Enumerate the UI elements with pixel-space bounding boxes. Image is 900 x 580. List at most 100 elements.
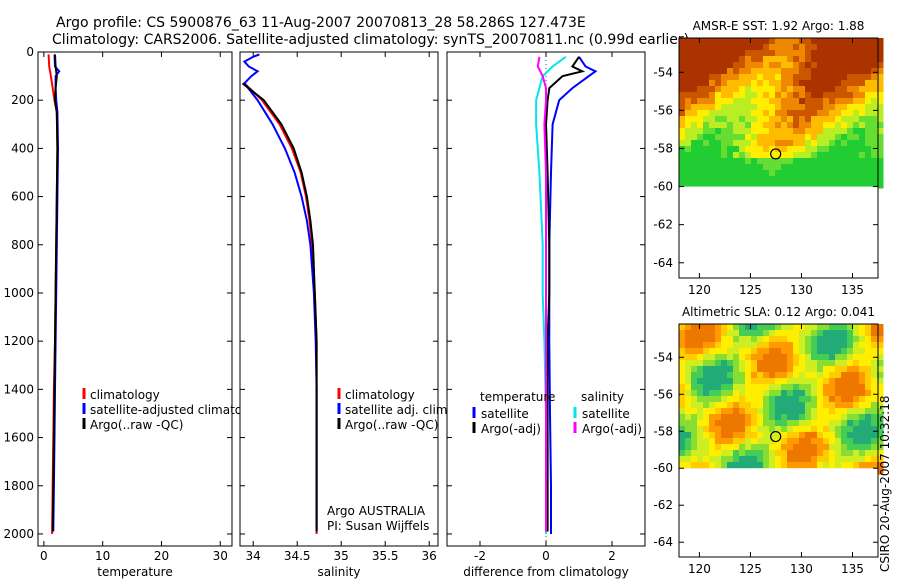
map-cell — [757, 128, 764, 135]
map-cell — [691, 98, 698, 105]
map-cell — [703, 450, 710, 457]
map-cell — [679, 366, 686, 373]
map-cell — [733, 348, 740, 355]
map-cell — [703, 408, 710, 415]
map-cell — [865, 74, 872, 81]
map-cell — [781, 104, 788, 111]
map-cell — [769, 158, 776, 165]
map-cell — [793, 414, 800, 421]
map-cell — [835, 342, 842, 349]
map-cell — [691, 182, 698, 189]
map-cell — [715, 38, 722, 45]
map-cell — [709, 158, 716, 165]
map-cell — [763, 438, 770, 445]
map-cell — [799, 62, 806, 69]
map-cell — [841, 182, 848, 189]
map-cell — [823, 354, 830, 361]
map-cell — [685, 372, 692, 379]
map-cell — [775, 116, 782, 123]
map-cell — [871, 44, 878, 51]
map-cell — [745, 98, 752, 105]
map-cell — [703, 324, 710, 331]
map-cell — [697, 92, 704, 99]
map-cell — [799, 336, 806, 343]
map-cell — [745, 432, 752, 439]
map-cell — [835, 140, 842, 147]
map-cell — [721, 330, 728, 337]
map-cell — [733, 38, 740, 45]
map-cell — [793, 134, 800, 141]
map-cell — [853, 110, 860, 117]
map-cell — [853, 402, 860, 409]
map-cell — [787, 80, 794, 87]
map-cell — [799, 116, 806, 123]
map-cell — [841, 128, 848, 135]
map-cell — [859, 182, 866, 189]
map-cell — [703, 104, 710, 111]
map-cell — [679, 104, 686, 111]
map-cell — [685, 360, 692, 367]
map-cell — [685, 74, 692, 81]
map-field — [679, 324, 884, 475]
map-cell — [835, 414, 842, 421]
map-cell — [859, 86, 866, 93]
map-cell — [871, 98, 878, 105]
map-cell — [709, 456, 716, 463]
map-cell — [781, 38, 788, 45]
map-cell — [835, 378, 842, 385]
map-cell — [847, 444, 854, 451]
map-cell — [805, 372, 812, 379]
map-cell — [871, 134, 878, 141]
map-cell — [715, 414, 722, 421]
map-cell — [745, 62, 752, 69]
map-cell — [805, 152, 812, 159]
map-cell — [697, 360, 704, 367]
map-cell — [739, 414, 746, 421]
map-cell — [745, 420, 752, 427]
map-cell — [787, 354, 794, 361]
map-cell — [859, 98, 866, 105]
map-cell — [751, 140, 758, 147]
map-cell — [727, 110, 734, 117]
map-cell — [727, 170, 734, 177]
map-cell — [835, 462, 842, 469]
map-cell — [709, 80, 716, 87]
map-cell — [829, 56, 836, 63]
map-cell — [841, 438, 848, 445]
map-cell — [721, 324, 728, 331]
map-cell — [823, 360, 830, 367]
map-cell — [745, 164, 752, 171]
map-cell — [823, 390, 830, 397]
map-cell — [745, 450, 752, 457]
map-cell — [691, 164, 698, 171]
map-cell — [685, 146, 692, 153]
map-cell — [775, 390, 782, 397]
map-cell — [877, 426, 884, 433]
map-cell — [751, 86, 758, 93]
x-axis-label: temperature — [97, 565, 172, 579]
map-cell — [769, 456, 776, 463]
map-cell — [817, 426, 824, 433]
map-cell — [685, 456, 692, 463]
map-cell — [829, 414, 836, 421]
series-line — [536, 56, 547, 532]
map-cell — [799, 462, 806, 469]
map-cell — [709, 176, 716, 183]
map-frame — [678, 323, 879, 558]
x-tick-label: 120 — [688, 562, 711, 576]
map-cell — [829, 402, 836, 409]
map-cell — [847, 128, 854, 135]
map-cell — [841, 372, 848, 379]
map-cell — [709, 128, 716, 135]
map-cell — [823, 50, 830, 57]
map-cell — [859, 360, 866, 367]
map-cell — [865, 432, 872, 439]
map-cell — [787, 438, 794, 445]
map-cell — [685, 324, 692, 331]
map-cell — [697, 342, 704, 349]
map-cell — [775, 38, 782, 45]
map-cell — [805, 56, 812, 63]
map-cell — [703, 110, 710, 117]
map-cell — [739, 86, 746, 93]
map-cell — [685, 164, 692, 171]
